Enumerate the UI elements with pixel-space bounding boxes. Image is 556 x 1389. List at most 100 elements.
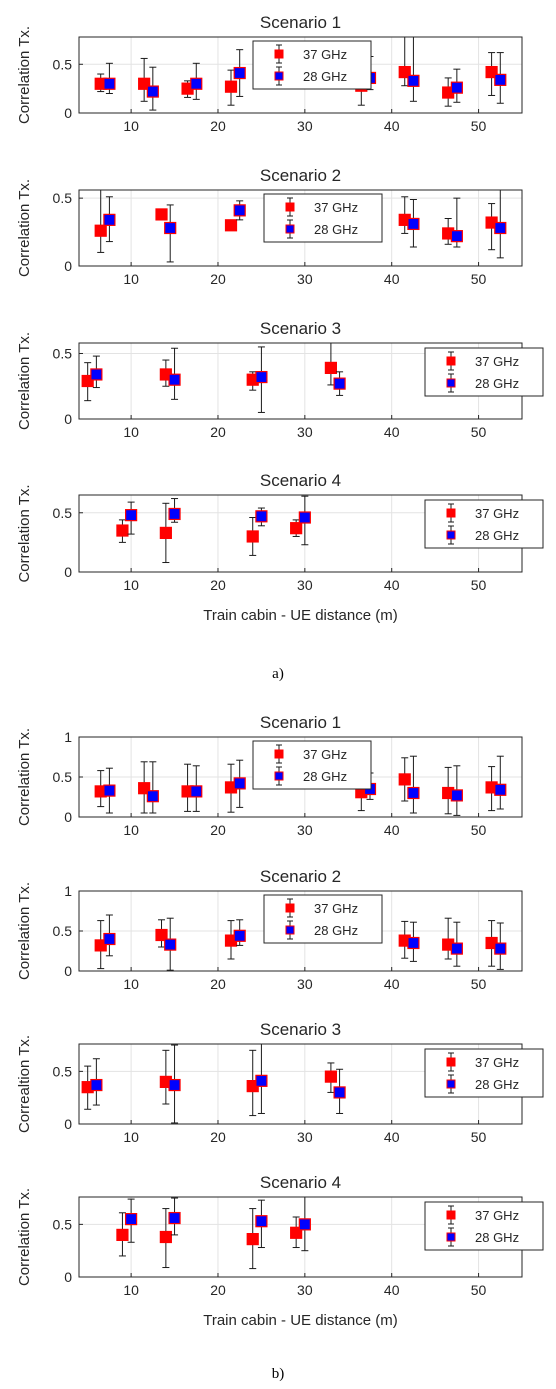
y-tick-label: 1 — [64, 729, 72, 745]
data-marker-37ghz — [155, 208, 168, 221]
data-marker-37ghz — [116, 524, 129, 537]
data-marker-28ghz — [407, 786, 420, 800]
legend: 37 GHz 28 GHz — [263, 193, 383, 243]
legend-label: 37 GHz — [475, 1208, 519, 1223]
legend-marker — [446, 508, 456, 518]
data-marker-37ghz — [116, 1228, 129, 1241]
x-tick-label: 30 — [297, 271, 313, 287]
data-marker-28ghz — [233, 204, 246, 217]
x-axis-label: Train cabin - UE distance (m) — [203, 607, 398, 624]
data-marker-28ghz — [168, 373, 181, 386]
data-marker-28ghz — [103, 784, 116, 797]
x-tick-label: 20 — [210, 118, 226, 134]
y-axis-label: Correlation Tx. — [16, 728, 33, 826]
chart-panel: 10 20 30 40 50 0 0.5 37 GHz 28 GHz Scenario 3 Corr… — [16, 1020, 544, 1145]
chart-title: Scenario 1 — [260, 13, 341, 32]
data-marker-37ghz — [224, 219, 238, 232]
legend: 37 GHz 28 GHz — [252, 740, 372, 790]
data-marker-28ghz — [233, 66, 246, 80]
data-marker-37ghz — [324, 1070, 338, 1083]
data-marker-28ghz — [125, 1213, 138, 1226]
data-marker-37ghz — [159, 526, 172, 540]
x-tick-label: 20 — [210, 976, 226, 992]
chart-title: Scenario 4 — [260, 471, 341, 490]
data-marker-28ghz — [103, 932, 116, 946]
data-marker-28ghz — [298, 511, 311, 524]
y-axis-label: Correlation Tx. — [16, 1188, 33, 1286]
chart-panel: 10 20 30 40 50 0 0.5 1 37 GHz 28 GHz Scenario 2 Cor… — [16, 867, 523, 992]
chart-panel: 10 20 30 40 50 0 0.5 37 GHz 28 GHz Scenario 2 Corr… — [16, 166, 523, 287]
legend-box — [424, 1201, 544, 1251]
x-tick-label: 30 — [297, 1282, 313, 1298]
legend-box — [263, 193, 383, 243]
chart-title: Scenario 1 — [260, 713, 341, 732]
legend-marker — [285, 224, 295, 234]
data-marker-37ghz — [246, 530, 259, 543]
x-tick-label: 10 — [123, 1282, 139, 1298]
chart-panel: 10 20 30 40 50 0 0.5 1 37 GHz 28 GHz Scenario 1 Cor… — [16, 713, 523, 838]
y-tick-label: 0.5 — [53, 505, 73, 521]
y-tick-label: 0 — [64, 105, 72, 121]
x-tick-label: 50 — [471, 822, 487, 838]
data-marker-28ghz — [164, 938, 177, 951]
legend: 37 GHz 28 GHz — [424, 1201, 544, 1251]
x-tick-label: 10 — [123, 271, 139, 287]
data-marker-37ghz — [138, 782, 151, 795]
figure-caption-b: b) — [272, 1366, 285, 1382]
legend-marker — [274, 49, 284, 59]
x-tick-label: 10 — [123, 822, 139, 838]
x-tick-label: 10 — [123, 118, 139, 134]
legend-label: 37 GHz — [314, 200, 358, 215]
x-tick-label: 20 — [210, 822, 226, 838]
chart-title: Scenario 4 — [260, 1173, 341, 1192]
x-tick-label: 50 — [471, 976, 487, 992]
data-marker-28ghz — [407, 74, 420, 87]
legend-label: 37 GHz — [475, 354, 519, 369]
data-marker-37ghz — [138, 77, 151, 90]
y-axis-label: Correlation Tx. — [16, 484, 33, 582]
chart-panel: 10 20 30 40 50 0 0.5 37 GHz 28 GHz Scenario 4 Corr… — [16, 1173, 544, 1329]
legend-marker — [446, 378, 456, 388]
data-marker-28ghz — [168, 1078, 181, 1092]
x-tick-label: 30 — [297, 577, 313, 593]
x-tick-label: 20 — [210, 424, 226, 440]
legend-marker — [446, 1079, 456, 1089]
legend-label: 37 GHz — [303, 747, 347, 762]
axes-box — [78, 189, 523, 267]
data-marker-37ghz — [398, 65, 411, 79]
x-tick-label: 30 — [297, 424, 313, 440]
data-marker-28ghz — [233, 929, 246, 942]
data-marker-28ghz — [146, 790, 159, 803]
x-tick-label: 40 — [384, 1129, 400, 1145]
chart-title: Scenario 3 — [260, 1020, 341, 1039]
legend-box — [424, 347, 544, 397]
x-tick-label: 40 — [384, 424, 400, 440]
data-marker-37ghz — [290, 1226, 303, 1239]
legend-box — [252, 40, 372, 90]
data-marker-28ghz — [233, 777, 246, 790]
y-tick-label: 0.5 — [53, 923, 73, 939]
x-tick-label: 40 — [384, 822, 400, 838]
legend-label: 28 GHz — [303, 69, 347, 84]
chart-title: Scenario 2 — [260, 867, 341, 886]
x-tick-label: 10 — [123, 577, 139, 593]
y-tick-label: 0.5 — [53, 769, 73, 785]
chart-title: Scenario 2 — [260, 166, 341, 185]
y-tick-label: 1 — [64, 883, 72, 899]
data-marker-28ghz — [125, 509, 138, 522]
legend-label: 37 GHz — [475, 1055, 519, 1070]
data-marker-28ghz — [494, 783, 507, 796]
y-axis-label: Correlation Tx. — [16, 882, 33, 980]
axes-box — [78, 736, 523, 818]
data-marker-28ghz — [190, 785, 203, 798]
legend-marker — [446, 1210, 456, 1220]
data-marker-28ghz — [103, 77, 116, 90]
chart-title: Scenario 3 — [260, 319, 341, 338]
y-tick-label: 0.5 — [53, 190, 73, 206]
legend: 37 GHz 28 GHz — [263, 894, 383, 944]
data-marker-28ghz — [90, 368, 103, 381]
x-axis-label: Train cabin - UE distance (m) — [203, 1312, 398, 1329]
legend-marker — [285, 925, 295, 935]
legend-marker — [446, 1057, 456, 1067]
